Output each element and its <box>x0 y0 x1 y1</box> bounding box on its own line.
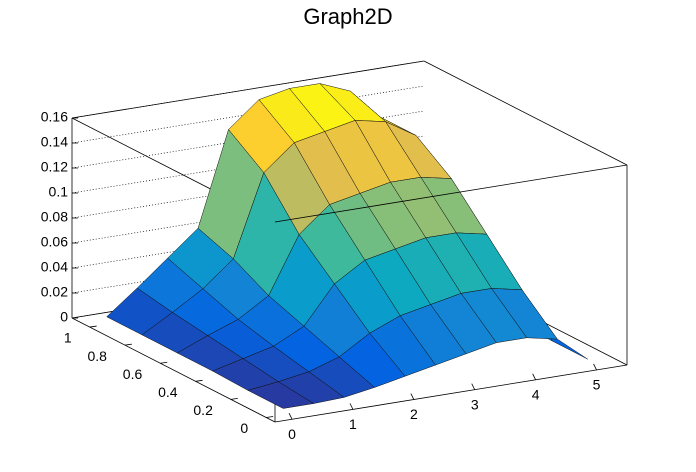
y-tick-label: 0.4 <box>158 384 178 400</box>
z-tick-label: 0.16 <box>41 109 68 125</box>
grid-line <box>71 60 425 119</box>
x-tick <box>349 403 354 410</box>
y-tick-label: 0 <box>240 420 248 436</box>
y-tick-label: 0.6 <box>123 366 143 382</box>
y-tick <box>230 397 238 400</box>
y-tick-label: 0.8 <box>87 348 107 364</box>
z-tick-label: 0.14 <box>41 134 68 150</box>
x-tick <box>593 363 597 371</box>
z-tick-label: 0.08 <box>41 209 68 225</box>
x-axis <box>274 364 628 423</box>
x-tick-label: 1 <box>349 416 357 432</box>
z-tick-label: 0.04 <box>41 259 68 275</box>
box-edge <box>274 164 628 223</box>
y-tick <box>195 379 203 382</box>
z-tick-label: 0 <box>60 309 68 325</box>
surface-cell <box>247 381 315 409</box>
y-tick <box>160 361 168 364</box>
x-tick-label: 5 <box>593 377 601 393</box>
x-tick <box>288 413 293 420</box>
x-tick-label: 3 <box>471 396 479 412</box>
y-axis <box>71 317 276 423</box>
z-tick-label: 0.02 <box>41 284 68 300</box>
grid-line <box>71 85 425 144</box>
z-tick-label: 0.12 <box>41 159 68 175</box>
y-tick-label: 1 <box>64 330 72 346</box>
y-tick <box>266 416 274 418</box>
z-tick-label: 0.1 <box>49 184 69 200</box>
x-tick <box>471 383 476 390</box>
x-tick-label: 0 <box>288 426 296 442</box>
box-edge <box>423 60 628 166</box>
chart-title: Graph2D <box>303 4 392 29</box>
z-tick-label: 0.06 <box>41 234 68 250</box>
y-tick <box>89 325 97 328</box>
x-tick-label: 2 <box>410 406 418 422</box>
y-tick <box>124 343 133 346</box>
x-tick-label: 4 <box>532 386 540 402</box>
y-tick-label: 0.2 <box>193 402 213 418</box>
x-tick <box>410 393 415 400</box>
x-tick <box>532 373 537 380</box>
